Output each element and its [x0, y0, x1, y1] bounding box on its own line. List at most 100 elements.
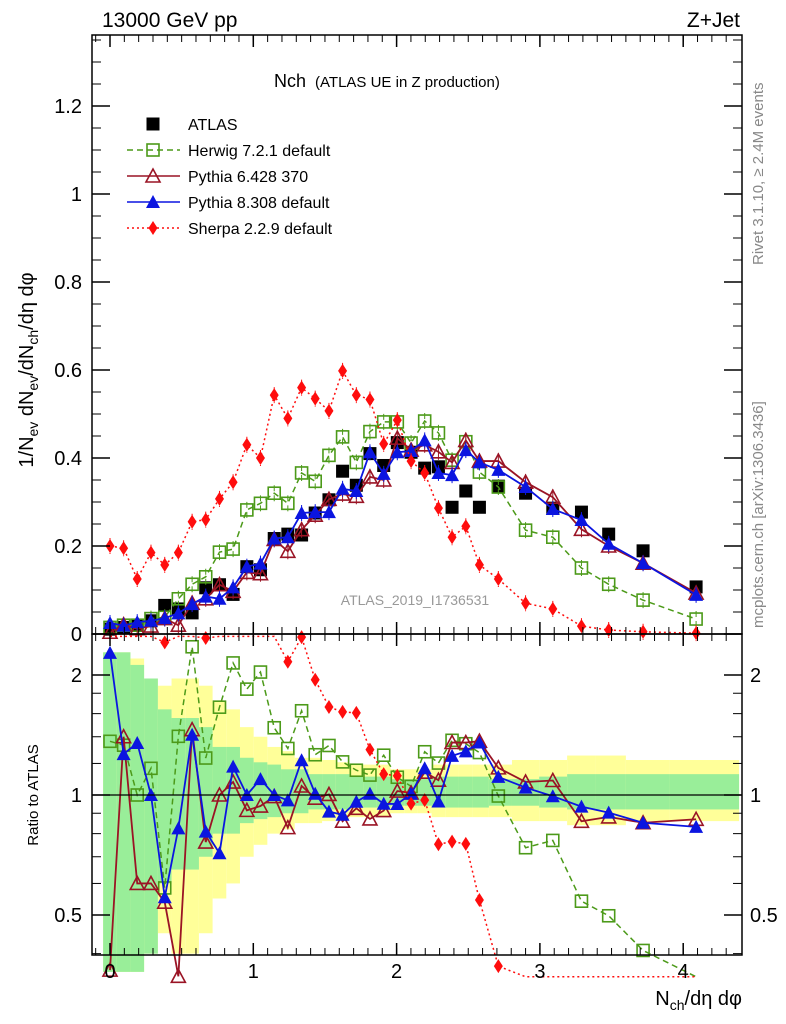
data-point-herwig-7-2-1-default — [601, 577, 616, 592]
ratio-point-pythia-8-308-default — [518, 780, 533, 794]
legend-marker — [146, 195, 160, 208]
data-point-sherpa-2-2-9-default — [493, 572, 503, 586]
ratio-point-pythia-6-428-370 — [170, 967, 187, 984]
legend-label: Herwig 7.2.1 default — [188, 143, 331, 160]
y-tick-label: 0.8 — [54, 272, 82, 294]
ratio-point-pythia-6-428-370 — [279, 818, 297, 835]
ratio-point-herwig-7-2-1-default — [417, 744, 432, 759]
data-point-pythia-8-308-default — [335, 481, 350, 495]
ratio-point-pythia-8-308-default — [198, 824, 213, 838]
ratio-point-sherpa-2-2-9-default — [420, 793, 430, 808]
data-point-pythia-8-308-default — [171, 606, 186, 620]
ratio-point-herwig-7-2-1-default — [349, 763, 364, 778]
legend-item-herwig-7-2-1-default: Herwig 7.2.1 default — [127, 143, 331, 160]
data-point-herwig-7-2-1-default — [308, 474, 323, 489]
ratio-point-sherpa-2-2-9-default — [310, 672, 320, 687]
data-point-sherpa-2-2-9-default — [119, 541, 129, 556]
data-point-herwig-7-2-1-default — [294, 466, 309, 480]
data-point-pythia-8-308-default — [431, 465, 446, 479]
ratio-y-tick-label-right: 1 — [750, 785, 761, 807]
ratio-point-herwig-7-2-1-default — [601, 908, 616, 923]
ratio-point-pythia-6-428-370 — [347, 799, 365, 816]
ratio-point-pythia-6-428-370 — [128, 874, 146, 891]
data-point-sherpa-2-2-9-default — [297, 380, 307, 395]
ratio-point-pythia-8-308-default — [335, 807, 350, 821]
ratio-point-sherpa-2-2-9-default — [379, 767, 389, 782]
data-point-herwig-7-2-1-default — [689, 612, 703, 626]
ratio-point-sherpa-2-2-9-default — [351, 705, 361, 720]
data-point-pythia-6-428-370 — [361, 468, 379, 484]
data-point-pythia-6-428-370 — [170, 616, 187, 633]
ratio-line-herwig-7-2-1-default — [109, 646, 697, 978]
y-tick-label: 1.2 — [54, 96, 82, 118]
ratio-point-herwig-7-2-1-default — [335, 755, 350, 769]
ratio-point-pythia-8-308-default — [362, 786, 377, 800]
data-point-pythia-8-308-default — [636, 556, 651, 570]
data-point-pythia-8-308-default — [545, 502, 560, 516]
data-point-pythia-6-428-370 — [211, 576, 228, 592]
legend-marker — [146, 143, 160, 157]
ratio-point-herwig-7-2-1-default — [518, 840, 533, 855]
ratio-point-pythia-8-308-default — [185, 727, 200, 741]
ratio-point-pythia-8-308-default — [376, 796, 391, 810]
data-point-atlas — [336, 464, 350, 478]
ratio-point-pythia-6-428-370 — [375, 801, 393, 818]
data-point-herwig-7-2-1-default — [574, 561, 589, 575]
legend-label: Pythia 6.428 370 — [188, 169, 308, 186]
data-point-sherpa-2-2-9-default — [521, 596, 531, 611]
data-point-pythia-8-308-default — [458, 443, 473, 457]
legend-marker — [148, 221, 158, 235]
data-point-herwig-7-2-1-default — [518, 523, 533, 537]
y-tick-label: 0.2 — [54, 536, 82, 558]
ratio-stat-uncertainty-band — [376, 776, 391, 808]
ratio-stat-uncertainty-band — [103, 652, 117, 972]
legend-marker — [144, 167, 162, 183]
legend: ATLAS Herwig 7.2.1 default Pythia 6.428 37… — [127, 117, 333, 238]
ratio-stat-uncertainty-band — [157, 709, 172, 884]
data-point-sherpa-2-2-9-default — [255, 451, 265, 465]
legend-item-atlas: ATLAS — [146, 117, 238, 134]
data-point-sherpa-2-2-9-default — [447, 530, 457, 545]
ratio-point-sherpa-2-2-9-default — [324, 700, 334, 715]
ratio-point-herwig-7-2-1-default — [103, 734, 117, 749]
ratio-point-herwig-7-2-1-default — [185, 639, 199, 654]
data-point-sherpa-2-2-9-default — [160, 557, 170, 572]
legend-marker — [146, 117, 160, 131]
ratio-point-sherpa-2-2-9-default — [338, 704, 348, 719]
ratio-stat-uncertainty-band — [669, 774, 740, 810]
legend-label: ATLAS — [188, 117, 238, 134]
data-point-sherpa-2-2-9-default — [474, 557, 484, 572]
x-tick-label: 4 — [678, 961, 689, 983]
data-point-pythia-8-308-default — [226, 580, 241, 594]
data-point-pythia-6-428-370 — [252, 565, 269, 581]
data-point-sherpa-2-2-9-default — [365, 392, 375, 407]
data-point-sherpa-2-2-9-default — [201, 512, 211, 527]
side-mcplots-label: mcplots.cern.ch [arXiv:1306.3436] — [750, 401, 767, 628]
ratio-stat-uncertainty-band — [458, 776, 473, 808]
ratio-point-herwig-7-2-1-default — [636, 943, 650, 958]
data-point-herwig-7-2-1-default — [491, 480, 506, 494]
ratio-point-pythia-8-308-default — [417, 761, 432, 775]
data-point-pythia-6-428-370 — [293, 521, 310, 537]
x-axis-label: Nch/dη dφ — [655, 988, 742, 1013]
data-point-sherpa-2-2-9-default — [691, 626, 701, 641]
data-point-pythia-8-308-default — [143, 613, 158, 627]
data-point-pythia-8-308-default — [601, 536, 616, 550]
ratio-stat-uncertainty-band — [144, 678, 158, 954]
data-point-herwig-7-2-1-default — [253, 496, 268, 511]
data-point-pythia-6-428-370 — [573, 520, 590, 537]
ratio-stat-uncertainty-band — [431, 776, 446, 808]
data-point-pythia-8-308-default — [253, 556, 268, 570]
data-point-atlas — [199, 581, 213, 595]
ratio-stat-uncertainty-band — [335, 774, 350, 810]
data-point-pythia-8-308-default — [308, 505, 323, 519]
ratio-point-pythia-8-308-default — [431, 794, 446, 808]
data-point-pythia-8-308-default — [362, 445, 377, 459]
ratio-point-sherpa-2-2-9-default — [283, 654, 293, 669]
ratio-point-pythia-6-428-370 — [443, 733, 461, 750]
ratio-point-herwig-7-2-1-default — [308, 747, 323, 762]
series-line-herwig-7-2-1-default — [109, 419, 697, 629]
data-point-herwig-7-2-1-default — [431, 426, 446, 440]
ratio-point-pythia-6-428-370 — [430, 771, 447, 787]
data-point-pythia-8-308-default — [491, 462, 506, 476]
